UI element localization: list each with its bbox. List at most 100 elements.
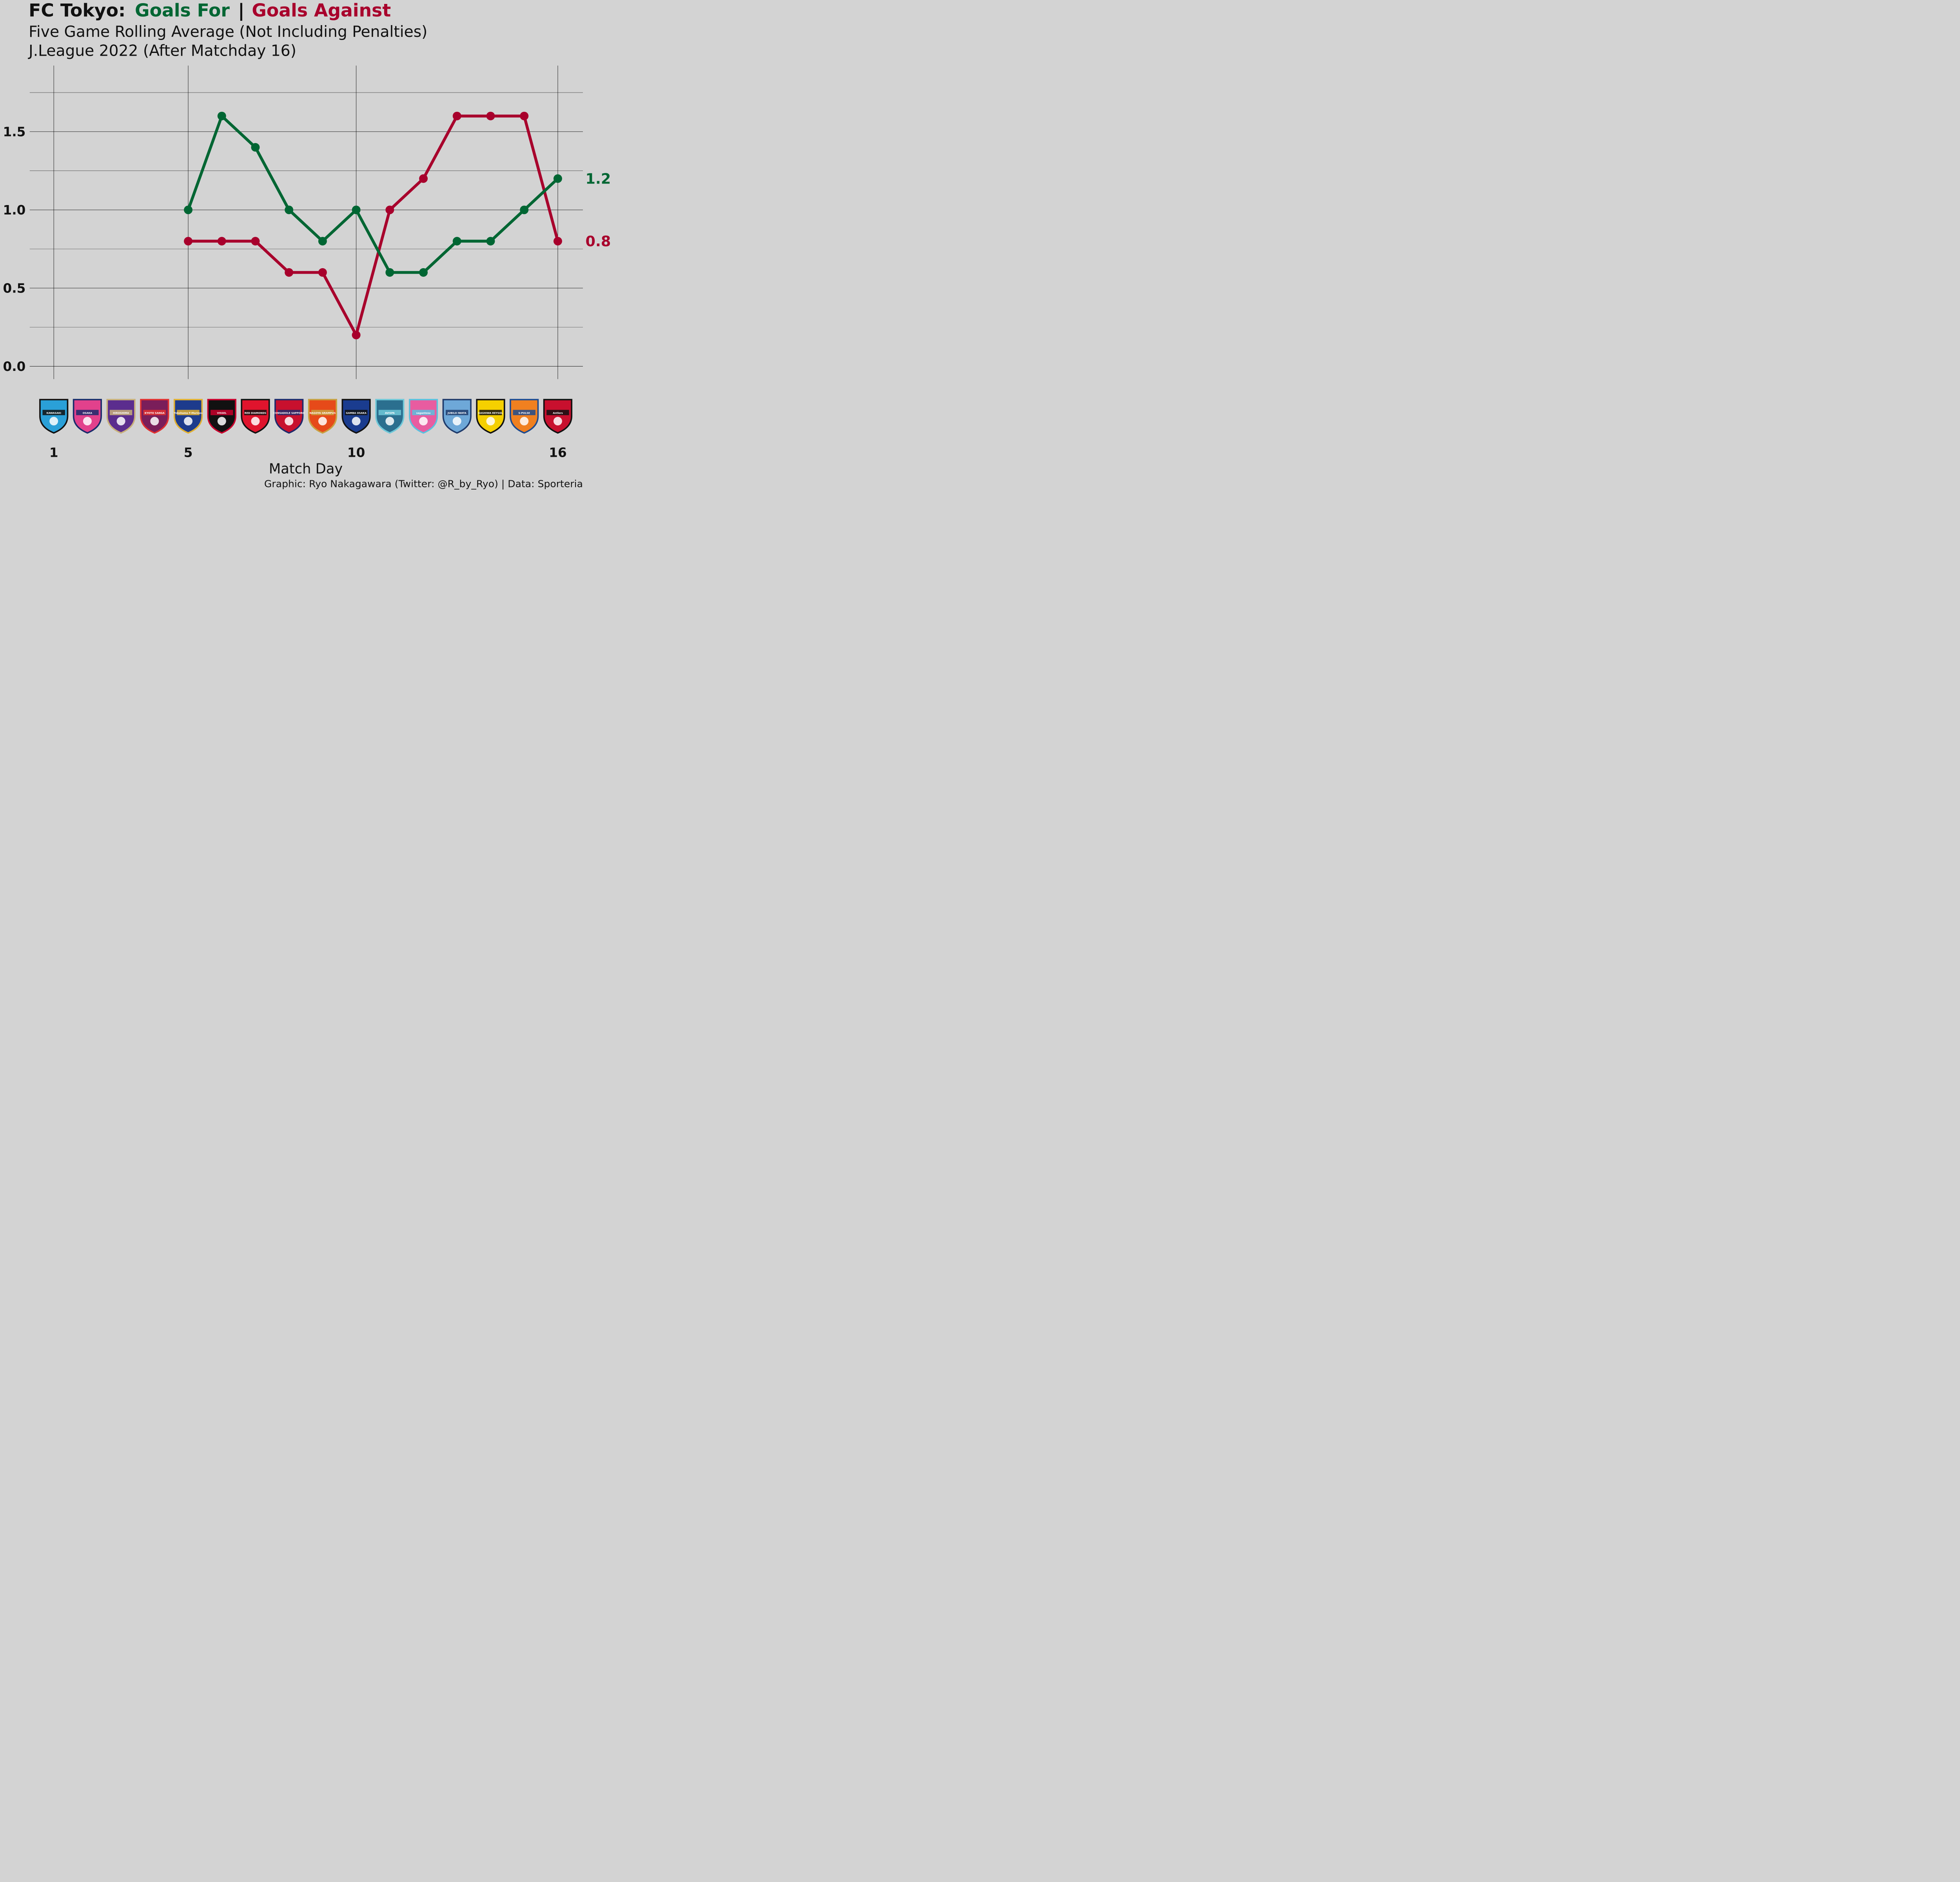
end-labels: 1.2 0.8 <box>586 171 611 250</box>
crest-emblem <box>419 417 428 426</box>
chart-title: FC Tokyo: Goals For | Goals Against <box>29 0 391 21</box>
x-axis-tick-labels: 1 5 10 16 <box>49 445 567 460</box>
crest-band <box>345 410 368 415</box>
crest-emblem <box>385 417 394 426</box>
opponent-logo: Yokohama F-Marinos <box>173 399 203 434</box>
crest-emblem <box>285 417 294 426</box>
crest-shield <box>375 399 405 434</box>
opponent-logo: KAWASAKI <box>39 399 69 434</box>
title-separator: | <box>238 0 245 21</box>
crest-shield <box>140 399 169 434</box>
opponent-logo: KYOTO SANGA <box>140 399 169 434</box>
goals-against-point <box>486 111 495 120</box>
crest-name: Antlers <box>553 412 563 414</box>
title-goals-for: Goals For <box>135 0 230 21</box>
crest-name: KAWASAKI <box>46 412 61 414</box>
crest-emblem <box>83 417 92 426</box>
crest-shield <box>207 399 236 434</box>
goals-against-point <box>452 111 461 120</box>
opponent-logos: KAWASAKI OSAKA HIROSHIMA KYOTO SANGA Yokoham… <box>39 399 573 434</box>
goals-for-point <box>318 237 327 246</box>
crest-name: NAGOYA GRAMPUS <box>310 412 336 414</box>
x-tick-label: 16 <box>549 445 566 460</box>
goals-for-point <box>184 205 193 214</box>
crest-emblem <box>520 417 529 426</box>
goals-for-point <box>452 237 461 246</box>
crest-emblem <box>352 417 361 426</box>
crest-name: OSAKA <box>83 412 93 414</box>
crest-emblem <box>318 417 327 426</box>
chart-subtitle-1: Five Game Rolling Average (Not Including… <box>29 23 427 41</box>
goals-for-point <box>217 111 226 120</box>
goals-against-point <box>217 237 226 246</box>
crest-shield <box>106 399 136 434</box>
crest-band <box>412 410 435 415</box>
goals-against-point <box>184 237 193 246</box>
title-prefix: FC Tokyo: <box>29 0 125 21</box>
goals-for-end-label: 1.2 <box>586 171 611 187</box>
crest-band <box>513 410 535 415</box>
crest-band <box>479 410 502 415</box>
crest-name: GAMBA OSAKA <box>346 412 367 414</box>
crest-shield <box>476 399 505 434</box>
goals-against-end-label: 0.8 <box>586 233 611 250</box>
goals-for-point <box>251 143 260 152</box>
crest-name: RED DIAMONDS <box>245 412 267 414</box>
opponent-logo: S-PULSE <box>510 399 539 434</box>
goals-against-point <box>285 268 294 277</box>
goals-against-point <box>419 174 428 183</box>
crest-shield <box>241 399 270 434</box>
crest-shield <box>73 399 102 434</box>
crest-emblem <box>184 417 193 426</box>
goals-against-point <box>385 205 394 214</box>
crest-shield <box>543 399 573 434</box>
series-layer <box>184 111 562 340</box>
y-axis-tick-labels: 0.0 0.5 1.0 1.5 <box>3 125 25 374</box>
chart-stage: FC Tokyo: Goals For | Goals Against Five… <box>0 0 615 492</box>
goals-against-point <box>318 268 327 277</box>
crest-band <box>311 410 334 415</box>
goals-against-point <box>352 331 361 340</box>
x-tick-label: 10 <box>347 445 365 460</box>
goals-against-point <box>251 237 260 246</box>
crest-emblem <box>116 417 125 426</box>
opponent-logo: NAGOYA GRAMPUS <box>308 399 338 434</box>
crest-shield <box>308 399 338 434</box>
chart-svg: FC Tokyo: Goals For | Goals Against Five… <box>0 0 615 492</box>
crest-name: KYOTO SANGA <box>145 412 165 414</box>
opponent-logo: CONSADOLE SAPPORO <box>273 399 305 434</box>
goals-against-point <box>520 111 529 120</box>
opponent-logo: VISSEL <box>207 399 236 434</box>
goals-for-point <box>553 174 562 183</box>
crest-emblem <box>217 417 226 426</box>
goals-for-point <box>486 237 495 246</box>
crest-shield <box>173 399 203 434</box>
opponent-logo: Antlers <box>543 399 573 434</box>
crest-shield <box>442 399 472 434</box>
crest-shield <box>39 399 69 434</box>
crest-name: Yokohama F-Marinos <box>174 412 203 414</box>
crest-emblem <box>49 417 58 426</box>
goals-against-line <box>187 114 559 337</box>
crest-band <box>42 410 65 415</box>
y-tick-label: 1.5 <box>3 125 25 140</box>
title-goals-against: Goals Against <box>252 0 391 21</box>
opponent-logo: HIROSHIMA <box>106 399 136 434</box>
chart-caption: Graphic: Ryo Nakagawara (Twitter: @R_by_… <box>264 478 583 490</box>
crest-band <box>278 410 300 415</box>
y-tick-label: 0.5 <box>3 281 25 296</box>
goals-for-point <box>520 205 529 214</box>
opponent-logo: GAMBA OSAKA <box>341 399 371 434</box>
crest-band <box>378 410 401 415</box>
goals-for-point <box>352 205 361 214</box>
opponent-logo: JUBILO IWATA <box>442 399 472 434</box>
crest-shield <box>408 399 438 434</box>
goals-for-line <box>187 114 559 274</box>
crest-shield <box>510 399 539 434</box>
crest-band <box>546 410 569 415</box>
opponent-logo: RED DIAMONDS <box>241 399 270 434</box>
chart-subtitle-2: J.League 2022 (After Matchday 16) <box>27 42 296 60</box>
crest-name: HIROSHIMA <box>113 412 129 414</box>
x-tick-label: 5 <box>184 445 193 460</box>
goals-for-point <box>385 268 394 277</box>
